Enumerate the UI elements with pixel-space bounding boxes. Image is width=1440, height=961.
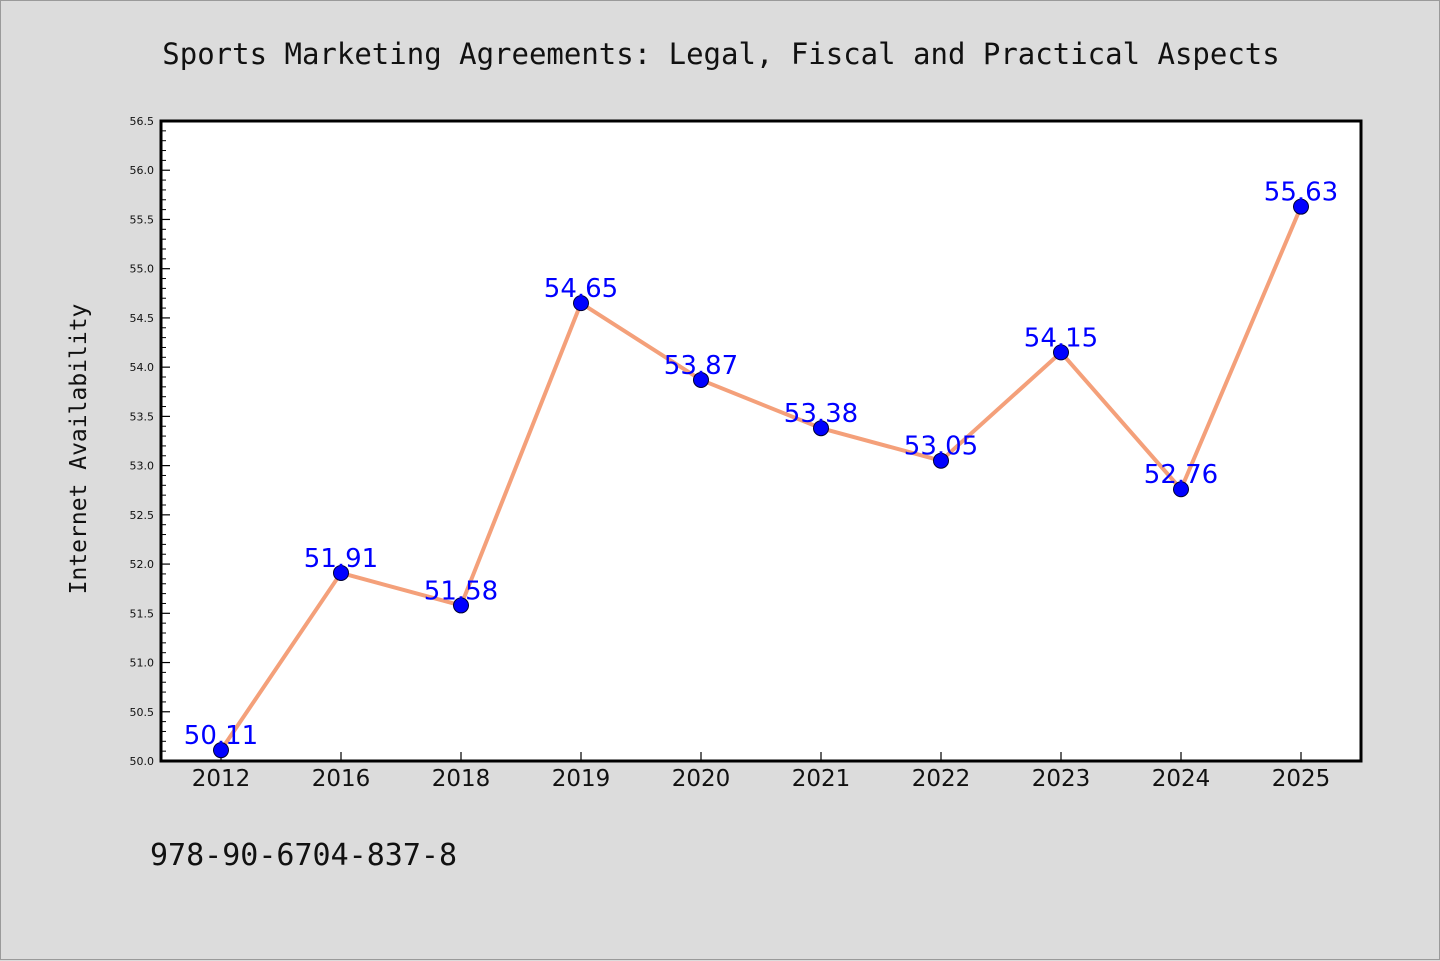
- data-label: 53.05: [904, 432, 978, 462]
- y-tick-label: 50.0: [130, 755, 155, 768]
- y-tick-label: 51.5: [130, 607, 155, 620]
- data-point: [573, 295, 589, 312]
- y-tick-label: 51.0: [130, 657, 155, 670]
- x-tick-label: 2025: [1272, 766, 1331, 792]
- isbn-text: 978-90-6704-837-8: [150, 838, 457, 873]
- series-line: [219, 205, 1303, 752]
- y-tick-label: 56.0: [130, 164, 155, 177]
- data-label: 50.11: [184, 721, 258, 751]
- data-point: [1293, 198, 1309, 215]
- y-tick-label: 56.5: [130, 115, 155, 128]
- data-point: [333, 564, 349, 581]
- data-label: 54.15: [1024, 323, 1098, 353]
- data-point: [813, 420, 829, 437]
- y-tick-label: 52.0: [130, 558, 155, 571]
- data-label: 52.76: [1144, 460, 1218, 490]
- x-tick-label: 2023: [1032, 766, 1091, 792]
- y-tick-label: 52.5: [130, 509, 155, 522]
- data-label: 53.87: [664, 351, 738, 381]
- data-label: 51.58: [424, 576, 498, 606]
- x-axis: 2012 2016 2018 2019 2020 2021 2022 2023 2024 2025: [192, 752, 1331, 792]
- data-point: [933, 452, 949, 469]
- y-axis-label: Internet Availability: [66, 304, 92, 595]
- x-tick-label: 2020: [672, 766, 731, 792]
- series-layer: [213, 198, 1309, 759]
- x-tick-label: 2021: [792, 766, 851, 792]
- data-label: 53.38: [784, 399, 858, 429]
- data-point: [1053, 344, 1069, 361]
- data-label: 54.65: [544, 274, 618, 304]
- y-tick-label: 55.0: [130, 263, 155, 276]
- plot-border: [159, 119, 1363, 763]
- y-tick-label: 53.5: [130, 410, 155, 423]
- x-tick-label: 2024: [1152, 766, 1211, 792]
- x-tick-label: 2019: [552, 766, 611, 792]
- y-tick-label: 53.0: [130, 460, 155, 473]
- y-tick-label: 54.5: [130, 312, 155, 325]
- data-point: [453, 597, 469, 614]
- data-point: [693, 371, 709, 388]
- x-tick-label: 2012: [192, 766, 251, 792]
- x-tick-label: 2018: [432, 766, 491, 792]
- data-labels: 50.11 51.91 51.58 54.65 53.87 53.38 53.05 54.15…: [184, 178, 1338, 752]
- data-point: [213, 742, 229, 759]
- data-point: [1173, 481, 1189, 498]
- plot-area: [161, 121, 1361, 761]
- x-tick-label: 2022: [912, 766, 971, 792]
- y-tick-label: 55.5: [130, 213, 155, 226]
- y-tick-label: 50.5: [130, 706, 155, 719]
- data-label: 51.91: [304, 544, 378, 574]
- y-tick-label: 54.0: [130, 361, 155, 374]
- chart-title: Sports Marketing Agreements: Legal, Fisc…: [162, 37, 1279, 71]
- data-label: 55.63: [1264, 178, 1338, 208]
- x-tick-label: 2016: [312, 766, 371, 792]
